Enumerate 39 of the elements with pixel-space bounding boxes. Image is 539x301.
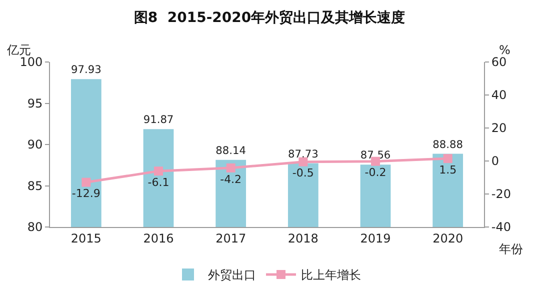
data-label: 87.73 xyxy=(288,148,318,160)
legend-label: 比上年增长 xyxy=(301,268,361,282)
x-tick-label: 2017 xyxy=(216,231,246,246)
x-tick-label: 2019 xyxy=(360,231,391,246)
y2-tick-label: 20 xyxy=(491,121,507,136)
x-tick-label: 2020 xyxy=(432,231,464,246)
data-label: -12.9 xyxy=(72,187,100,200)
y-tick-label: 90 xyxy=(27,138,43,152)
data-label: -6.1 xyxy=(148,176,170,189)
point xyxy=(226,163,236,172)
y2-axis-title: % xyxy=(499,43,510,57)
data-label: 87.56 xyxy=(360,150,391,162)
data-label: 91.87 xyxy=(143,114,174,126)
data-label: 88.88 xyxy=(432,138,464,151)
y-tick-label: 85 xyxy=(27,178,43,193)
x-axis-title: 年份 xyxy=(499,242,523,256)
data-label: -4.2 xyxy=(220,172,242,186)
y-axis-title: 亿元 xyxy=(6,43,31,57)
x-tick-label: 2018 xyxy=(288,231,318,246)
data-label: 88.14 xyxy=(216,144,246,157)
data-label: -0.5 xyxy=(292,166,314,180)
point xyxy=(82,178,91,187)
data-label: -0.2 xyxy=(364,166,386,180)
chart-title: 图8 2015-2020年外贸出口及其增长速度 xyxy=(134,8,406,26)
y-tick-label: 80 xyxy=(27,220,43,234)
point xyxy=(443,154,452,164)
point xyxy=(154,166,163,176)
y-tick-label: 95 xyxy=(27,96,43,110)
y2-tick-label: 0 xyxy=(491,154,500,168)
y2-tick-label: 60 xyxy=(491,55,507,70)
y2-tick-label: -20 xyxy=(491,187,512,202)
x-tick-label: 2016 xyxy=(143,231,174,246)
legend-label: 外贸出口 xyxy=(208,268,256,282)
data-label: 1.5 xyxy=(439,163,457,176)
y-tick-label: 100 xyxy=(20,55,43,70)
x-tick-label: 2015 xyxy=(70,231,102,246)
data-label: 97.93 xyxy=(71,64,102,76)
y2-tick-label: 40 xyxy=(491,88,507,102)
y2-tick-label: -40 xyxy=(491,220,512,234)
